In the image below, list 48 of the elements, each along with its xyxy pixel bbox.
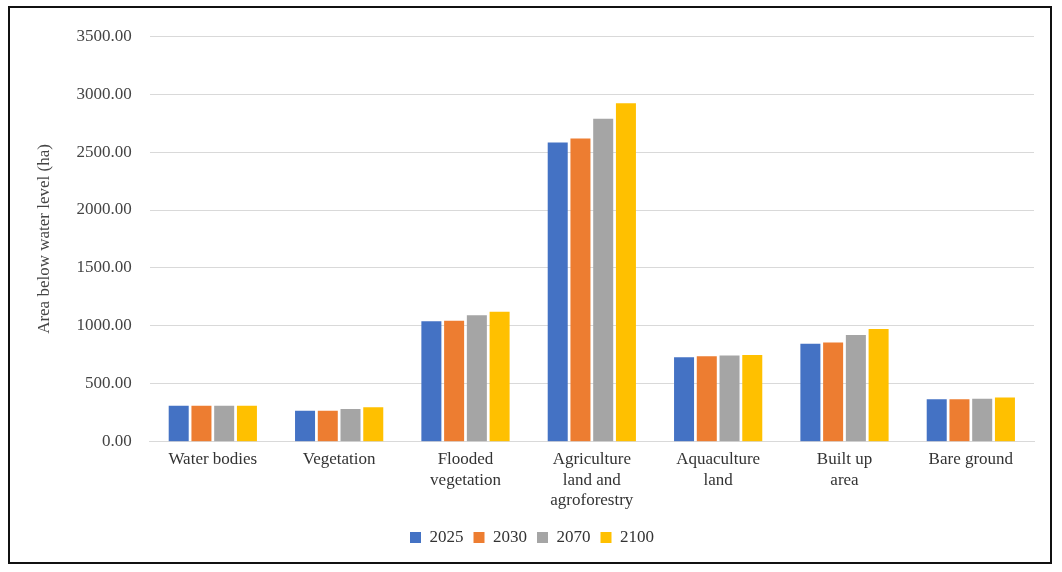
legend-label: 2030 (493, 526, 527, 546)
x-tick-label: Flooded vegetation (430, 449, 502, 489)
y-axis-title: Area below water level (ha) (33, 144, 53, 334)
y-tick-label: 3500.00 (76, 25, 132, 45)
bar (823, 342, 844, 442)
legend-label: 2070 (556, 526, 591, 546)
x-tick-label: Built up area (816, 449, 873, 489)
bar (570, 138, 591, 442)
y-tick-label: 0.00 (101, 431, 132, 451)
y-tick-label: 1500.00 (76, 257, 132, 277)
bar (719, 355, 740, 442)
bar (674, 357, 695, 442)
y-tick-label: 2000.00 (76, 199, 132, 219)
bar (295, 410, 316, 442)
bar (800, 343, 821, 442)
x-tick-label: Aquaculture land (676, 449, 761, 489)
bar (489, 311, 510, 442)
bar (236, 405, 257, 442)
bar (547, 142, 568, 442)
bar (214, 405, 235, 442)
bar (191, 405, 212, 442)
bar (949, 399, 970, 442)
bar (168, 405, 189, 442)
bar (972, 398, 993, 442)
x-tick-label: Bare ground (928, 449, 1014, 469)
bar (466, 315, 487, 442)
bar (696, 356, 717, 442)
y-tick-label: 2500.00 (76, 141, 132, 161)
y-tick-label: 1000.00 (76, 315, 132, 335)
bar (615, 103, 636, 442)
x-tick-label: Water bodies (168, 449, 258, 469)
bar (868, 328, 889, 442)
bar (363, 407, 384, 442)
bar (421, 321, 442, 442)
legend-label: 2025 (429, 526, 464, 546)
bar (444, 320, 465, 442)
bar (994, 397, 1015, 442)
x-tick-label: Vegetation (302, 449, 376, 469)
bar (340, 409, 361, 442)
legend-label: 2100 (620, 526, 654, 546)
y-tick-label: 500.00 (84, 373, 132, 393)
bar (742, 354, 763, 442)
y-tick-label: 3000.00 (76, 83, 132, 103)
bar (317, 410, 338, 442)
bar (845, 335, 866, 442)
x-tick-label: Agriculture land and agroforestry (550, 449, 634, 510)
bar (593, 118, 614, 442)
bar (926, 399, 947, 442)
